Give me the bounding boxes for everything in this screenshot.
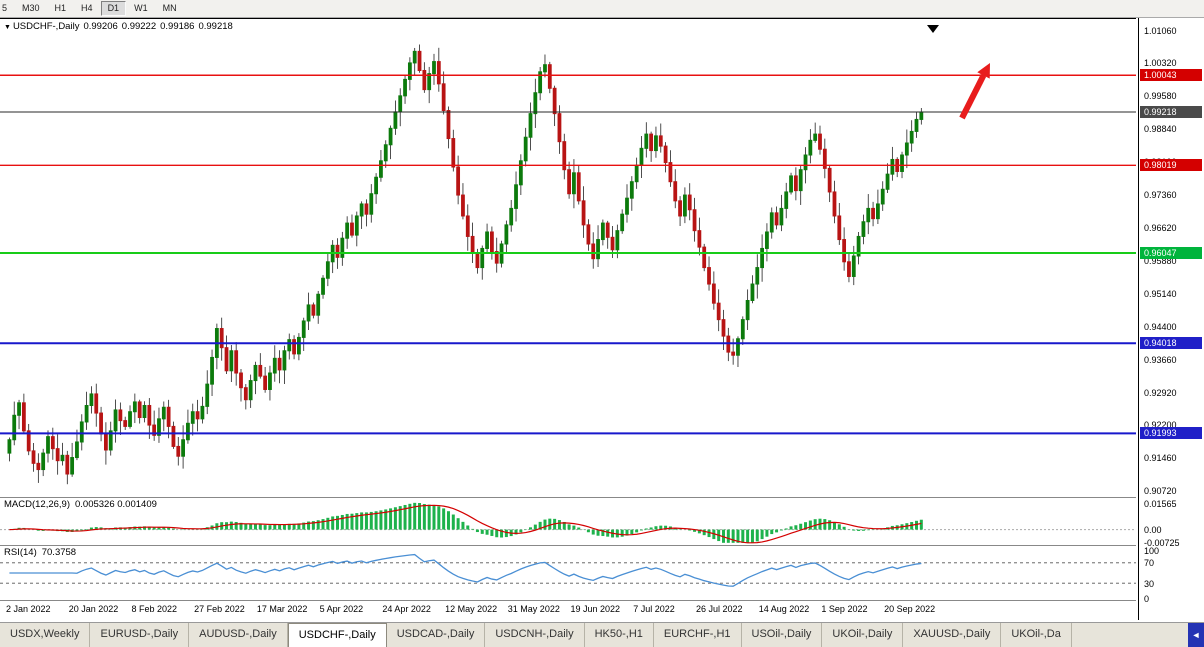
date-axis-label: 17 Mar 2022 [256,604,308,614]
ohlc-high: 0.99222 [121,21,157,32]
down-marker-icon [927,25,939,33]
rsi-indicator-label: RSI(14) 70.3758 [4,547,81,558]
collapse-chart-icon[interactable]: ▼ [4,24,11,31]
ohlc-close: 0.99218 [198,21,233,32]
chart-tabs: USDX,Weekly EURUSD-,Daily AUDUSD-,Daily USD… [0,623,1188,647]
bottom-tab-ukoil-da[interactable]: UKOil-,Da [1001,623,1072,647]
date-axis-label: 8 Feb 2022 [131,604,177,614]
date-axis-label: 19 Jun 2022 [570,604,621,614]
axis-tick-label: 0.01565 [1144,499,1177,509]
axis-tick-label: 100 [1144,546,1160,556]
chart-symbol-label: USDCHF-,Daily [12,21,80,32]
price-level-badge[interactable]: 0.98019 [1140,159,1202,172]
bottom-tab-xauusd-daily[interactable]: XAUUSD-,Daily [903,623,1002,647]
timeframe-button-5[interactable]: 5 [2,3,8,13]
axis-tick-label: 0.92200 [1144,419,1177,430]
timeframe-button-d1[interactable]: D1 [100,1,127,16]
axis-tick-label: 0.92920 [1144,387,1177,398]
timeframe-button-m30[interactable]: M30 [22,3,40,13]
timeframe-toolbar: 5 M30 H1 H4 D1 W1 MN [0,0,1204,18]
axis-tick-label: 30 [1144,578,1155,589]
price-axis[interactable]: 1.010601.003200.995800.988400.981000.973… [1138,18,1204,620]
bottom-tab-ukoil-daily[interactable]: UKOil-,Daily [822,623,904,647]
arrow-left-icon: ◄ [1191,630,1201,640]
axis-tick-label: 70 [1144,558,1155,569]
bottom-tab-eurusd-daily[interactable]: EURUSD-,Daily [90,623,190,647]
bottom-tab-hk50-h1[interactable]: HK50-,H1 [585,623,654,647]
bottom-tab-usdcad-daily[interactable]: USDCAD-,Daily [387,623,486,647]
date-axis-label: 5 Apr 2022 [319,604,364,614]
axis-tick-label: 0.95140 [1144,288,1177,299]
axis-tick-label: 1.00320 [1144,58,1177,69]
rsi-name: RSI(14) [4,547,37,558]
date-axis-label: 24 Apr 2022 [382,604,431,614]
axis-tick-label: 0 [1144,594,1150,604]
rsi-value: 70.3758 [41,547,77,558]
axis-tick-label: 0.95880 [1144,255,1177,266]
bottom-tab-usdx-weekly[interactable]: USDX,Weekly [0,623,91,647]
date-axis-label: 14 Aug 2022 [758,604,810,614]
chart-ohlc-label: ▼ USDCHF-,Daily 0.99206 0.99222 0.99186 0.992… [4,21,237,32]
up-trend-arrow [959,74,987,120]
timeframe-button-w1[interactable]: W1 [134,3,148,13]
timeframe-button-h4[interactable]: H4 [81,3,93,13]
date-axis-label: 20 Sep 2022 [884,604,936,614]
price-level-badge[interactable]: 0.94018 [1140,337,1202,350]
axis-tick-label: 0.96620 [1144,223,1177,234]
date-axis-label: 31 May 2022 [507,604,560,614]
up-trend-arrow-head-icon [977,63,990,79]
axis-tick-label: 0.94400 [1144,321,1177,332]
price-chart[interactable] [0,18,1138,620]
timeframe-button-h1[interactable]: H1 [54,3,67,13]
date-axis-label: 1 Sep 2022 [821,604,868,614]
macd-values: 0.005326 0.001409 [75,499,157,510]
macd-name: MACD(12,26,9) [4,499,70,510]
axis-tick-label: 0.97360 [1144,190,1177,201]
date-axis[interactable]: 2 Jan 2022 20 Jan 2022 8 Feb 2022 27 Feb 20… [0,601,1138,620]
axis-tick-label: -0.00725 [1144,538,1180,549]
axis-tick-label: 0.99580 [1144,91,1177,102]
axis-tick-label: 1.01060 [1144,25,1177,36]
date-axis-label: 2 Jan 2022 [6,604,51,614]
date-axis-label: 20 Jan 2022 [68,604,119,614]
price-level-badge[interactable]: 1.00043 [1140,69,1202,82]
bottom-tab-usdcnh-daily[interactable]: USDCNH-,Daily [485,623,585,647]
bottom-tab-eurchf-h1[interactable]: EURCHF-,H1 [654,623,742,647]
bottom-tab-usoil-daily[interactable]: USOil-,Daily [742,623,823,647]
axis-tick-label: 0.90720 [1144,485,1177,496]
date-axis-label: 26 Jul 2022 [695,604,743,614]
bottom-tab-usdchf-daily[interactable]: USDCHF-,Daily [287,623,387,647]
date-axis-label: 12 May 2022 [445,604,498,614]
bottom-tab-audusd-daily[interactable]: AUDUSD-,Daily [189,623,288,647]
price-level-badge[interactable]: 0.96047 [1140,247,1202,260]
axis-tick-label: 0.93660 [1144,354,1177,365]
axis-tick-label: 0.00 [1144,525,1162,536]
timeframe-button-mn[interactable]: MN [162,3,177,13]
axis-tick-label: 0.98840 [1144,124,1177,135]
ohlc-low: 0.99186 [160,21,195,32]
ohlc-open: 0.99206 [83,21,118,32]
date-axis-label: 7 Jul 2022 [633,604,675,614]
axis-tick-label: 0.91460 [1144,452,1177,463]
macd-indicator-label: MACD(12,26,9) 0.005326 0.001409 [4,499,162,510]
tab-scroll-left-button[interactable]: ◄ [1188,623,1204,647]
chart-tab-bar: USDX,Weekly EURUSD-,Daily AUDUSD-,Daily USD… [0,622,1204,647]
date-axis-label: 27 Feb 2022 [194,604,245,614]
price-level-badge[interactable]: 0.91993 [1140,427,1202,440]
chart-area: ▼ USDCHF-,Daily 0.99206 0.99222 0.99186 0.992… [0,18,1204,622]
price-level-badge[interactable]: 0.99218 [1140,105,1202,118]
